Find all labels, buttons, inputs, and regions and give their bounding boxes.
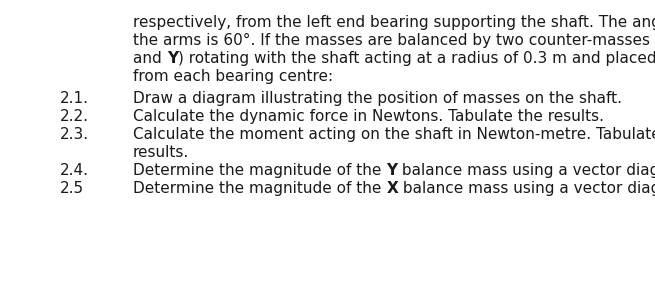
- Text: balance mass using a vector diagram.: balance mass using a vector diagram.: [398, 181, 655, 196]
- Text: Determine the magnitude of the: Determine the magnitude of the: [133, 181, 386, 196]
- Text: 2.5: 2.5: [60, 181, 84, 196]
- Text: Determine the magnitude of the: Determine the magnitude of the: [133, 163, 386, 178]
- Text: and: and: [133, 51, 166, 66]
- Text: Calculate the dynamic force in Newtons. Tabulate the results.: Calculate the dynamic force in Newtons. …: [133, 109, 604, 124]
- Text: respectively, from the left end bearing supporting the shaft. The angle between: respectively, from the left end bearing …: [133, 15, 655, 30]
- Text: ) rotating with the shaft acting at a radius of 0.3 m and placed at 0.3 m: ) rotating with the shaft acting at a ra…: [178, 51, 655, 66]
- Text: results.: results.: [133, 145, 189, 160]
- Text: 2.1.: 2.1.: [60, 91, 89, 106]
- Text: from each bearing centre:: from each bearing centre:: [133, 69, 333, 84]
- Text: Y: Y: [166, 51, 178, 66]
- Text: 2.4.: 2.4.: [60, 163, 89, 178]
- Text: Y: Y: [386, 163, 398, 178]
- Text: balance mass using a vector diagram.: balance mass using a vector diagram.: [398, 163, 655, 178]
- Text: 2.3.: 2.3.: [60, 127, 89, 142]
- Text: 2.2.: 2.2.: [60, 109, 89, 124]
- Text: Calculate the moment acting on the shaft in Newton-metre. Tabulate the: Calculate the moment acting on the shaft…: [133, 127, 655, 142]
- Text: Draw a diagram illustrating the position of masses on the shaft.: Draw a diagram illustrating the position…: [133, 91, 622, 106]
- Text: the arms is 60°. If the masses are balanced by two counter-masses (named: the arms is 60°. If the masses are balan…: [133, 33, 655, 48]
- Text: X: X: [386, 181, 398, 196]
